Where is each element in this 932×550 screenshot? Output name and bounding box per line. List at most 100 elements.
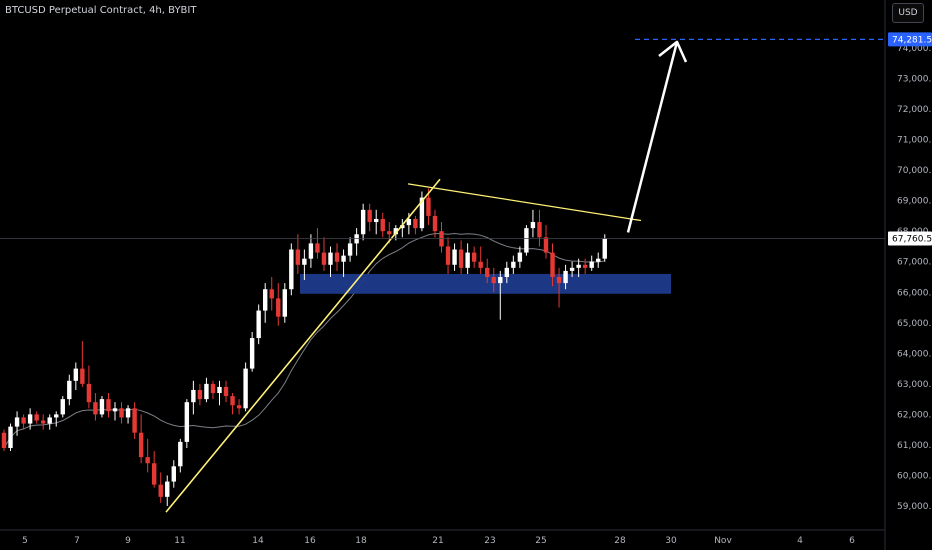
candle <box>197 383 203 406</box>
candle-body <box>256 310 261 339</box>
time-tick-label: 25 <box>535 536 546 546</box>
candle-body <box>367 209 372 223</box>
candle <box>530 209 536 238</box>
candle <box>99 396 105 418</box>
candle <box>178 438 183 473</box>
candle-body <box>380 218 385 232</box>
candles-layer <box>1 188 607 506</box>
price-tick-label: 63,000.0 <box>897 380 932 390</box>
candle-body <box>269 289 274 299</box>
candle <box>517 246 523 268</box>
candle-body <box>576 264 581 268</box>
candle-body <box>524 228 529 253</box>
candle-body <box>543 237 549 253</box>
projection-arrow-shaft[interactable] <box>626 41 679 233</box>
candle-body <box>34 414 39 421</box>
candle-body <box>511 261 516 268</box>
candle-body <box>60 399 65 415</box>
candle-body <box>112 408 118 412</box>
price-tick-label: 70,000.0 <box>897 166 932 176</box>
candle <box>374 209 379 235</box>
candle-body <box>119 408 124 418</box>
candle <box>40 414 46 430</box>
candle-body <box>537 222 542 238</box>
candle <box>452 243 457 271</box>
candle-body <box>282 289 287 317</box>
candle <box>315 228 320 259</box>
candle-body <box>321 252 327 265</box>
candle-body <box>158 484 163 497</box>
descending-trendline[interactable] <box>407 183 642 222</box>
current-price-label: 67,760.5 <box>892 235 932 245</box>
candle-body <box>471 252 477 262</box>
candle-body <box>413 218 418 229</box>
chart-title: BTCUSD Perpetual Contract, 4h, BYBIT <box>5 5 197 16</box>
candle-body <box>504 267 510 277</box>
price-tick-label: 73,000.0 <box>897 75 932 85</box>
candle <box>132 402 137 439</box>
candle <box>596 252 601 268</box>
price-axis[interactable]: 74,000.0 73,000.0 72,000.0 71,000.0 70,000.0… <box>888 32 932 512</box>
candle <box>54 411 59 427</box>
price-tick-label: 71,000.0 <box>897 136 932 146</box>
candle-body <box>530 222 536 229</box>
candle <box>419 191 425 232</box>
candle-body <box>491 277 496 284</box>
candle-body <box>432 215 438 232</box>
candle <box>243 362 248 412</box>
candle-body <box>563 270 568 284</box>
currency-button[interactable]: USD <box>892 3 924 23</box>
ascending-trendline[interactable] <box>165 178 441 513</box>
candle-body <box>1 432 7 448</box>
candle-body <box>106 399 111 412</box>
candle-body <box>263 289 268 311</box>
candle <box>576 258 581 277</box>
candle <box>445 237 451 274</box>
candle-body <box>485 267 490 277</box>
candle <box>80 341 85 387</box>
candle-body <box>347 243 353 256</box>
candle <box>400 218 405 238</box>
candle-body <box>27 414 33 424</box>
candle <box>191 380 196 415</box>
candle <box>282 283 287 323</box>
price-tick-label: 66,000.0 <box>897 288 932 298</box>
candle-body <box>145 457 150 464</box>
candle-body <box>426 197 431 216</box>
candle <box>413 215 418 235</box>
candle <box>47 414 52 430</box>
candle-body <box>419 197 425 229</box>
candle-body <box>151 463 157 485</box>
candle <box>34 411 39 424</box>
candle <box>210 380 216 400</box>
target-price-badge <box>888 32 932 47</box>
candle-body <box>445 246 451 265</box>
demand-zone-layer <box>300 273 671 294</box>
candle <box>302 249 307 281</box>
candle <box>93 393 98 421</box>
demand-zone[interactable] <box>300 273 671 294</box>
candle-body <box>217 386 222 394</box>
time-axis[interactable]: 5 7 9 11 14 16 18 21 23 25 28 30 Nov 4 6 <box>22 536 855 546</box>
candle <box>347 237 353 262</box>
candle-body <box>393 228 398 235</box>
candle-body <box>308 243 314 259</box>
price-tick-label: 72,000.0 <box>897 105 932 115</box>
candle <box>1 429 7 452</box>
candle-body <box>458 249 464 268</box>
price-tick-label: 64,000.0 <box>897 349 932 359</box>
candle <box>8 423 13 452</box>
candle-body <box>249 338 255 369</box>
candle <box>171 460 176 488</box>
moving-average-layer <box>3 232 605 449</box>
candle-body <box>465 252 470 268</box>
candle <box>236 399 242 415</box>
candle <box>119 402 124 424</box>
candle-body <box>184 402 190 442</box>
candle <box>106 393 111 418</box>
price-tick-label: 67,000.0 <box>897 258 932 268</box>
candle <box>217 380 222 406</box>
price-tick-label: 59,000.0 <box>897 502 932 512</box>
candle <box>86 365 92 409</box>
